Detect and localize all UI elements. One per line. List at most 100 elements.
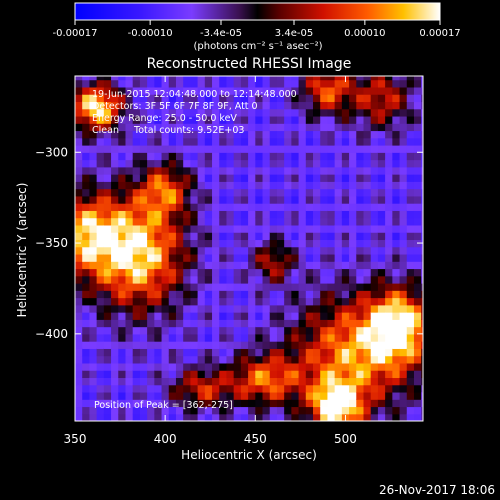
heatmap-cell <box>313 290 321 299</box>
heatmap-cell <box>248 86 256 95</box>
x-tick-label: 450 <box>244 432 267 446</box>
heatmap-cell <box>370 355 379 364</box>
heatmap-cell <box>248 319 256 328</box>
heatmap-cell <box>341 297 350 306</box>
heatmap-cell <box>313 246 321 255</box>
heatmap-cell <box>103 341 112 349</box>
heatmap-cell <box>204 413 213 421</box>
heatmap-cell <box>168 304 177 313</box>
heatmap-cell <box>327 341 336 349</box>
heatmap-cell <box>392 348 401 357</box>
heatmap-cell <box>392 312 401 320</box>
heatmap-cell <box>334 217 343 226</box>
heatmap-cell <box>219 232 228 241</box>
heatmap-cell <box>421 86 423 95</box>
heatmap-cell <box>363 333 372 342</box>
heatmap-cell <box>269 188 278 197</box>
heatmap-cell <box>139 101 148 110</box>
heatmap-cell <box>269 159 278 168</box>
heatmap-cell <box>168 137 177 146</box>
heatmap-cell <box>125 232 134 241</box>
heatmap-cell <box>262 188 271 197</box>
heatmap-cell <box>197 86 206 95</box>
heatmap-cell <box>377 370 386 379</box>
heatmap-cell <box>197 413 206 421</box>
heatmap-cell <box>139 130 148 139</box>
heatmap-cell <box>190 275 199 284</box>
heatmap-cell <box>406 399 415 408</box>
heatmap-cell <box>175 304 184 313</box>
heatmap-cell <box>226 108 235 117</box>
heatmap-cell <box>226 348 235 357</box>
heatmap-cell <box>334 283 343 291</box>
heatmap-cell <box>197 203 206 211</box>
heatmap-cell <box>168 348 177 357</box>
heatmap-cell <box>305 319 314 328</box>
heatmap-cell <box>161 326 170 335</box>
heatmap-cell <box>313 174 321 182</box>
heatmap-cell <box>226 174 235 182</box>
heatmap-cell <box>334 348 343 357</box>
heatmap-cell <box>161 268 170 277</box>
heatmap-cell <box>320 312 329 320</box>
heatmap-cell <box>363 224 372 233</box>
heatmap-cell <box>190 166 199 175</box>
heatmap-cell <box>161 79 170 88</box>
heatmap-cell <box>139 253 148 262</box>
heatmap-cell <box>392 115 401 124</box>
heatmap-cell <box>125 101 134 110</box>
heatmap-cell <box>190 261 199 270</box>
heatmap-cell <box>103 181 112 190</box>
heatmap-cell <box>284 246 292 255</box>
heatmap-cell <box>219 130 228 139</box>
heatmap-cell <box>363 188 372 197</box>
heatmap-cell <box>349 253 357 262</box>
heatmap-cell <box>161 86 170 95</box>
heatmap-cell <box>349 319 357 328</box>
heatmap-cell <box>406 319 415 328</box>
heatmap-cell <box>276 348 285 357</box>
heatmap-cell <box>125 362 134 371</box>
heatmap-cell <box>147 384 155 393</box>
heatmap-cell <box>226 224 235 233</box>
heatmap-cell <box>421 413 423 421</box>
heatmap-cell <box>313 203 321 211</box>
heatmap-cell <box>118 108 127 117</box>
heatmap-cell <box>327 217 336 226</box>
heatmap-cell <box>341 195 350 204</box>
heatmap-cell <box>96 246 105 255</box>
heatmap-cell <box>89 181 98 190</box>
heatmap-cell <box>240 217 249 226</box>
heatmap-cell <box>320 326 329 335</box>
heatmap-cell <box>377 94 386 103</box>
heatmap-cell <box>341 348 350 357</box>
heatmap-cell <box>118 253 127 262</box>
heatmap-cell <box>413 181 422 190</box>
heatmap-cell <box>370 275 379 284</box>
heatmap-cell <box>276 115 285 124</box>
heatmap-cell <box>168 108 177 117</box>
colorbar-tick-label: 3.4e-05 <box>275 28 313 39</box>
heatmap-cell <box>349 312 357 320</box>
heatmap-cell <box>406 203 415 211</box>
heatmap-cell <box>284 94 292 103</box>
heatmap-cell <box>233 362 242 371</box>
heatmap-cell <box>219 137 228 146</box>
heatmap-cell <box>103 304 112 313</box>
heatmap-cell <box>406 224 415 233</box>
heatmap-cell <box>421 115 423 124</box>
heatmap-cell <box>392 145 401 153</box>
heatmap-cell <box>248 115 256 124</box>
heatmap-cell <box>399 406 408 415</box>
heatmap-cell <box>392 76 401 81</box>
heatmap-cell <box>111 355 119 364</box>
heatmap-cell <box>406 123 415 132</box>
heatmap-cell <box>226 304 235 313</box>
heatmap-cell <box>334 384 343 393</box>
heatmap-cell <box>75 181 83 190</box>
heatmap-cell <box>356 253 365 262</box>
heatmap-cell <box>82 377 91 386</box>
heatmap-cell <box>154 203 163 211</box>
heatmap-cell <box>89 137 98 146</box>
heatmap-cell <box>399 152 408 161</box>
